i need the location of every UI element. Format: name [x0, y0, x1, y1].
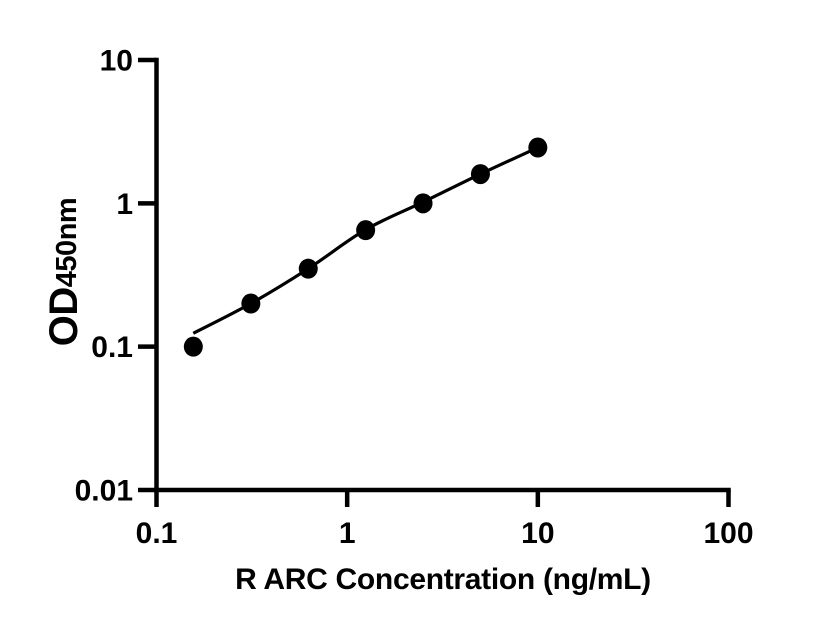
x-tick-label: 1: [339, 517, 356, 550]
data-point: [183, 336, 203, 357]
data-point: [241, 293, 261, 314]
data-point: [413, 193, 433, 214]
y-tick-label: 0.1: [91, 331, 133, 364]
data-point: [528, 137, 548, 158]
y-axis-title-subscript: 450nm: [50, 197, 83, 288]
x-axis-title: R ARC Concentration (ng/mL): [235, 563, 651, 596]
y-axis-title-main: OD: [42, 287, 86, 347]
y-tick-label: 1: [116, 188, 133, 221]
data-point: [470, 164, 490, 185]
y-axis-title: OD 450nm: [42, 197, 86, 347]
data-point: [298, 258, 318, 279]
y-tick-label: 0.01: [75, 475, 133, 508]
x-tick-label: 100: [703, 517, 753, 550]
x-tick-label: 10: [521, 517, 554, 550]
x-tick-label: 0.1: [136, 517, 178, 550]
data-point: [356, 220, 376, 241]
y-tick-label: 10: [100, 45, 133, 78]
